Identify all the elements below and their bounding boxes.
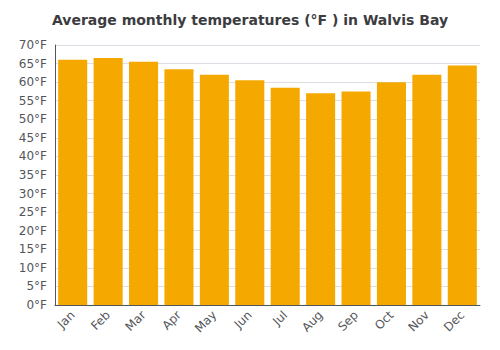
svg-text:45°F: 45°F [19,131,47,145]
svg-text:25°F: 25°F [19,205,47,219]
svg-text:0°F: 0°F [26,298,47,312]
svg-text:20°F: 20°F [19,224,47,238]
svg-text:40°F: 40°F [19,149,47,163]
svg-text:50°F: 50°F [19,112,47,126]
svg-text:Oct: Oct [372,308,397,333]
svg-text:55°F: 55°F [19,94,47,108]
svg-text:Feb: Feb [88,308,113,333]
svg-text:Apr: Apr [159,308,184,333]
svg-text:Jun: Jun [231,308,255,332]
svg-text:Sep: Sep [335,308,361,334]
svg-text:May: May [192,308,219,335]
svg-text:Aug: Aug [299,308,325,334]
svg-text:70°F: 70°F [19,38,47,52]
svg-text:35°F: 35°F [19,168,47,182]
svg-text:Dec: Dec [441,308,467,334]
svg-text:60°F: 60°F [19,75,47,89]
svg-text:65°F: 65°F [19,57,47,71]
svg-text:Mar: Mar [123,308,149,334]
svg-text:Jul: Jul [269,308,290,329]
svg-text:Nov: Nov [405,308,431,334]
svg-text:5°F: 5°F [26,279,47,293]
svg-text:Average monthly temperatures (: Average monthly temperatures (°F ) in Wa… [52,12,448,28]
svg-text:10°F: 10°F [19,261,47,275]
svg-text:Jan: Jan [54,308,78,332]
svg-text:30°F: 30°F [19,187,47,201]
svg-text:15°F: 15°F [19,242,47,256]
